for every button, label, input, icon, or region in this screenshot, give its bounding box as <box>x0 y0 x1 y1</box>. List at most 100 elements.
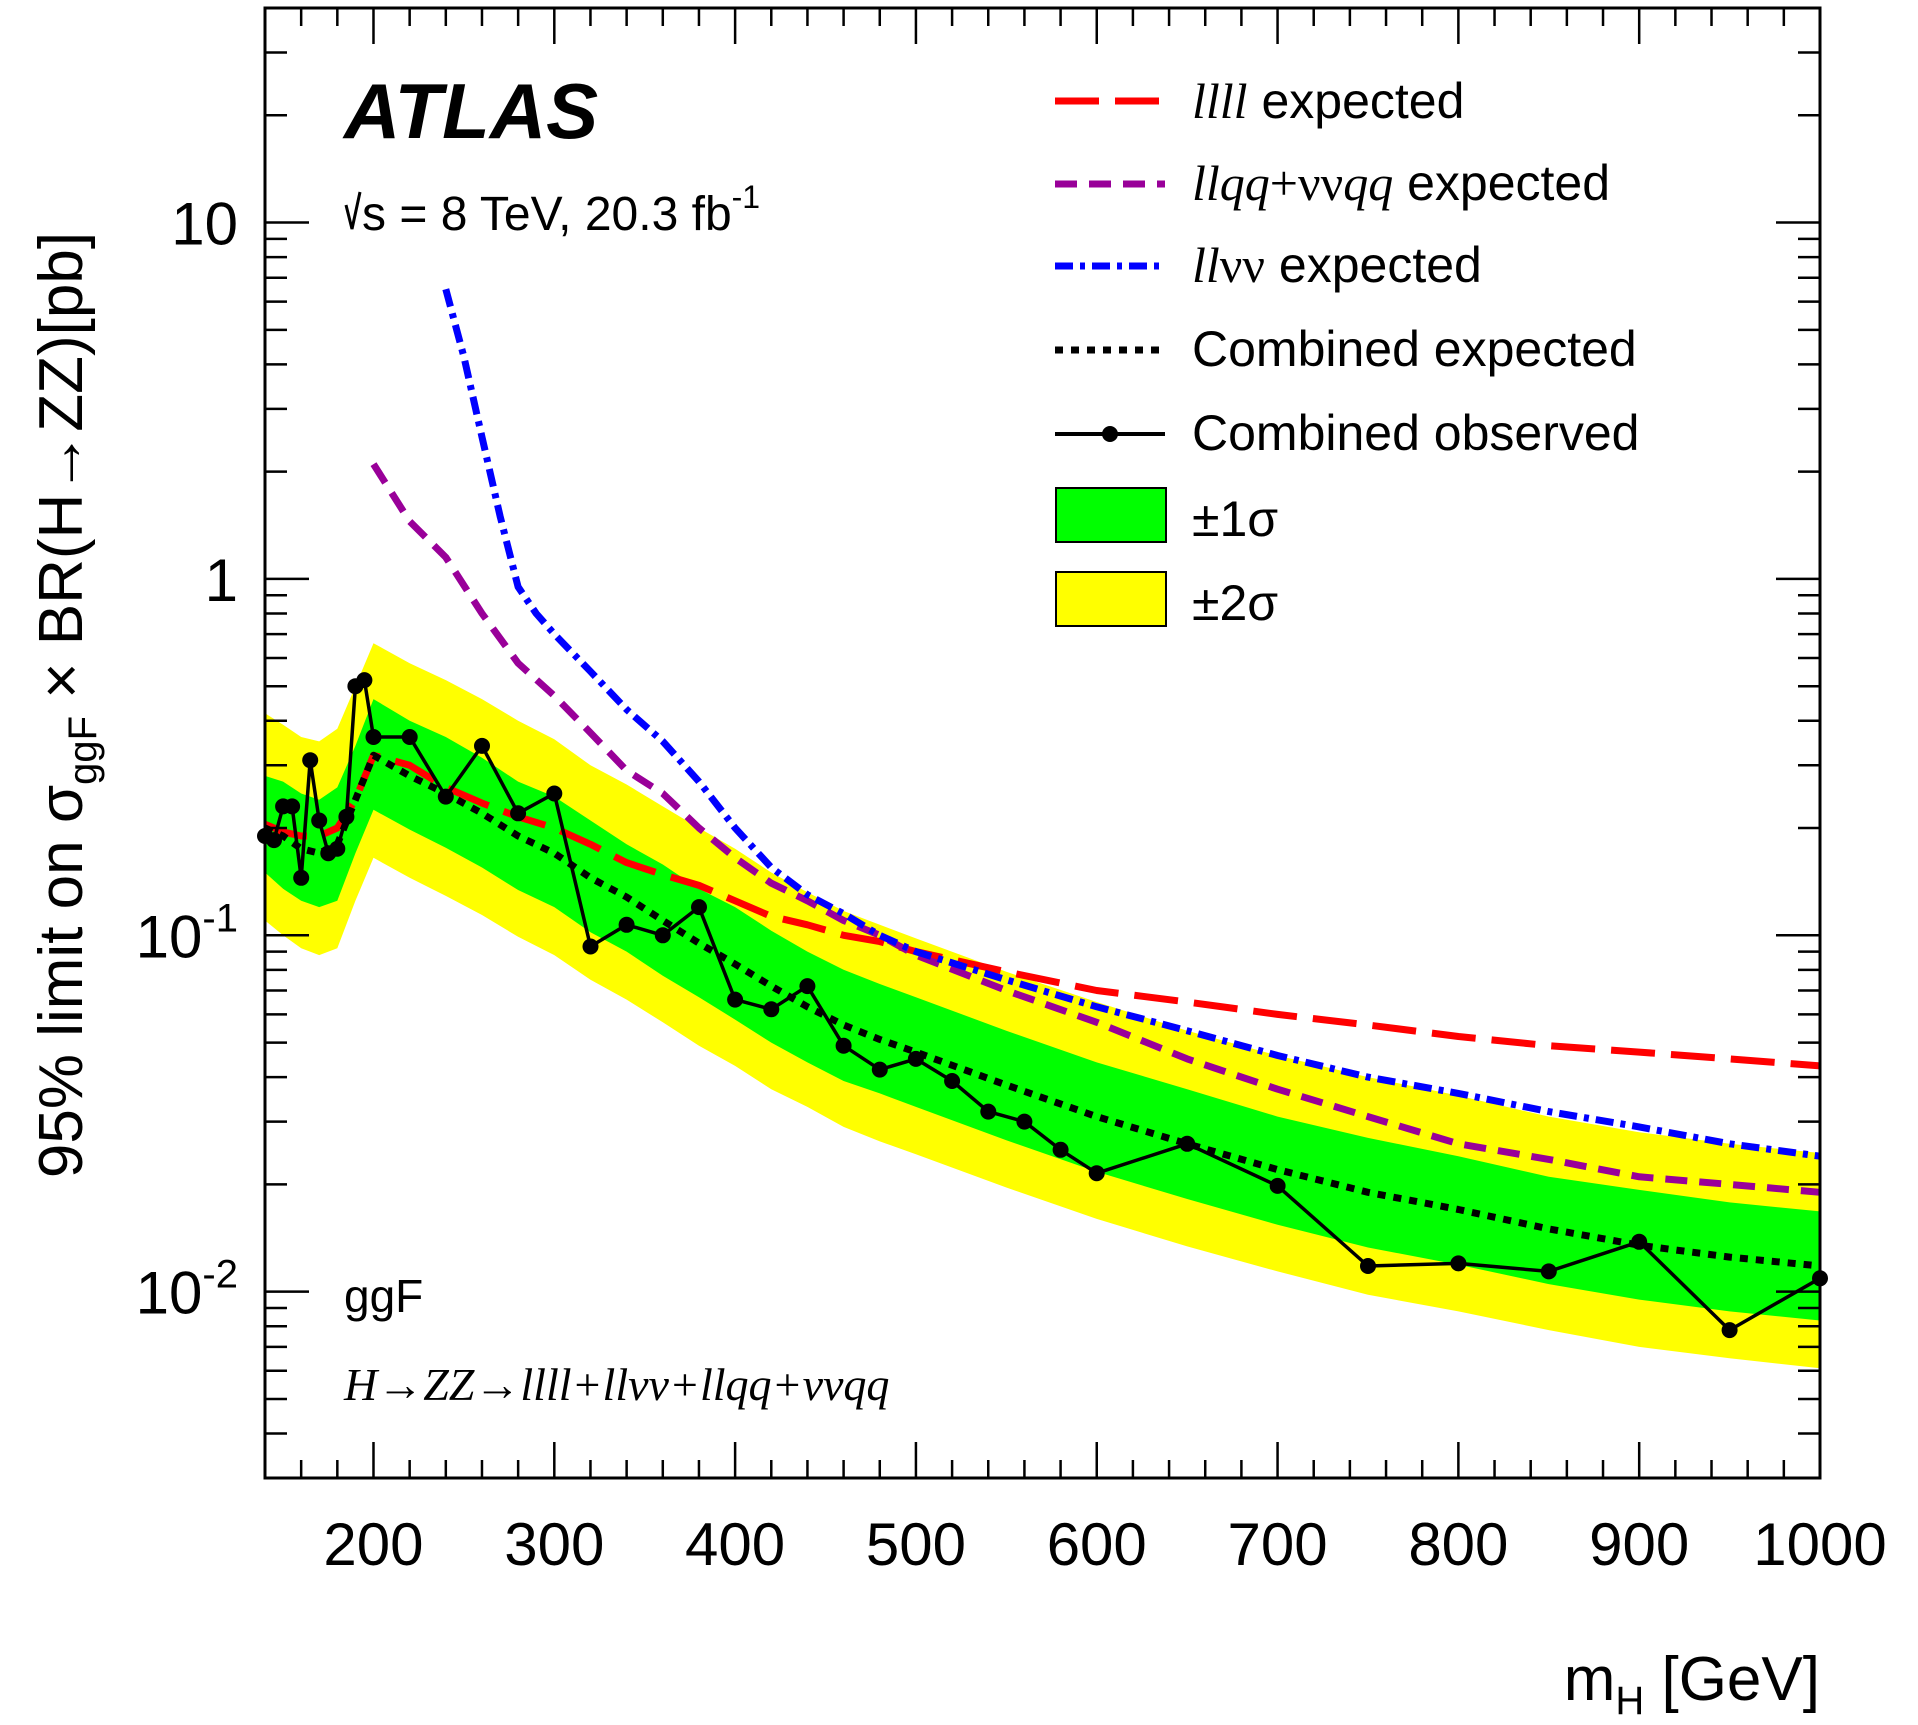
legend-label-band2: ±2σ <box>1192 575 1278 631</box>
series-llqq-expected <box>370 462 1821 1196</box>
observed-point <box>1269 1177 1286 1194</box>
observed-point <box>871 1061 888 1078</box>
x-axis-label-unit: [GeV] <box>1644 1645 1820 1714</box>
channel-label: H→ZZ→llll+llνν+llqq+ννqq <box>343 1359 889 1410</box>
y-axis-label: 95% limit on σggF × BR(H→ZZ)[pb] <box>27 232 105 1178</box>
legend-label-combined-expected: Combined expected <box>1192 321 1637 377</box>
legend-swatch-band1 <box>1055 487 1167 543</box>
observed-point <box>510 805 527 822</box>
x-tick-label: 900 <box>1589 1511 1689 1578</box>
y-tick-label: 10-1 <box>136 896 238 970</box>
observed-point <box>1052 1141 1069 1158</box>
y-tick-label-base: 10 <box>171 191 238 258</box>
series-combined-expected <box>263 751 1821 1270</box>
legend-label-llqq-mid: +νν <box>1270 155 1343 211</box>
observed-point <box>1540 1263 1557 1280</box>
observed-point <box>437 788 454 805</box>
sqrt-symbol <box>344 191 362 230</box>
legend-swatch-observed-marker <box>1102 426 1118 442</box>
sigma-bands <box>265 643 1820 1369</box>
x-tick-label: 600 <box>1047 1511 1147 1578</box>
observed-point <box>329 840 346 857</box>
observed-point <box>835 1037 852 1054</box>
observed-point <box>691 899 707 916</box>
y-tick-label-base: 1 <box>205 547 238 614</box>
observed-point <box>1016 1113 1033 1130</box>
observed-point <box>401 729 418 745</box>
observed-point <box>799 978 816 995</box>
x-tick-label: 400 <box>685 1511 785 1578</box>
y-tick-label-exp: -2 <box>202 1253 238 1297</box>
legend-label-combined-observed: Combined observed <box>1192 405 1640 461</box>
y-tick-label-base: 10 <box>136 1260 203 1327</box>
x-tick-label: 300 <box>504 1511 604 1578</box>
observed-point <box>356 672 373 689</box>
series-llll-expected <box>263 751 1821 1070</box>
legend-label-llqq-it2: qq <box>1343 155 1393 211</box>
observed-point <box>338 808 355 825</box>
legend-label-llvv: llνν expected <box>1192 237 1482 293</box>
observed-point <box>727 991 744 1008</box>
observed-point <box>284 798 301 815</box>
y-axis-label-post: × BR(H→ZZ)[pb] <box>27 232 96 716</box>
observed-point <box>1179 1135 1196 1152</box>
sqrt-s-label: s = 8 TeV, 20.3 fb-1 <box>362 179 760 241</box>
x-tick-label: 1000 <box>1753 1511 1886 1578</box>
sqrt-s-annotation: s = 8 TeV, 20.3 fb-1 <box>344 179 760 241</box>
observed-point <box>1721 1322 1738 1339</box>
legend-label-llll: llll expected <box>1192 73 1464 129</box>
x-tick-label: 200 <box>323 1511 423 1578</box>
observed-point <box>266 832 282 849</box>
observed-point <box>546 785 563 802</box>
observed-point <box>582 938 599 955</box>
observed-point <box>980 1103 997 1120</box>
band-1sigma <box>265 699 1820 1321</box>
sqrt-s-exp: -1 <box>732 179 760 215</box>
legend-label-llvv-mid: νν <box>1220 237 1265 293</box>
expected-curves <box>263 288 1821 1270</box>
y-tick-label: 10-2 <box>136 1253 238 1327</box>
observed-point <box>1088 1165 1105 1182</box>
legend-swatch-band2 <box>1055 571 1167 627</box>
observed-point <box>654 927 671 944</box>
legend-label-llqq-it: llqq <box>1192 155 1270 211</box>
observed-point <box>311 812 328 829</box>
observed-point <box>474 737 490 754</box>
observed-point <box>302 752 319 769</box>
legend-label-llll-it: llll <box>1192 73 1248 129</box>
legend-label-band1: ±1σ <box>1192 491 1278 547</box>
y-tick-label-base: 10 <box>136 903 203 970</box>
observed-point <box>1450 1255 1467 1272</box>
legend: llll expected llqq+ννqq expected llνν ex… <box>1055 73 1640 631</box>
atlas-label: ATLAS <box>342 67 598 155</box>
sqrt-s-text: s = 8 TeV, 20.3 fb <box>362 188 732 241</box>
x-tick-label: 800 <box>1408 1511 1508 1578</box>
plot-frame-rect <box>263 6 1822 1480</box>
x-axis-label-sub: H <box>1615 1679 1644 1723</box>
observed-point <box>293 869 310 886</box>
y-tick-label: 1 <box>205 547 238 614</box>
y-tick-label: 10 <box>171 191 238 258</box>
y-axis-label-sub: ggF <box>61 716 105 785</box>
observed-point <box>944 1073 961 1089</box>
observed-point <box>763 1001 780 1018</box>
legend-label-llvv-rest: expected <box>1265 237 1482 293</box>
legend-label-llqq-rest: expected <box>1393 155 1610 211</box>
observed-point <box>365 729 382 745</box>
axis-ticks <box>263 6 1822 1480</box>
series-llvv-expected <box>442 288 1821 1160</box>
observed-curve <box>257 672 1828 1339</box>
x-axis-label-main: m <box>1564 1645 1616 1714</box>
legend-label-llvv-it: ll <box>1192 237 1220 293</box>
observed-point <box>618 916 635 933</box>
production-label: ggF <box>344 1270 423 1322</box>
legend-label-llll-rest: expected <box>1248 73 1465 129</box>
legend-label-llqq: llqq+ννqq expected <box>1192 155 1610 211</box>
observed-point <box>1631 1233 1648 1250</box>
observed-point <box>907 1050 924 1067</box>
y-tick-label-exp: -1 <box>202 896 238 940</box>
plot-frame <box>263 6 1822 1480</box>
x-axis-label: mH [GeV] <box>1564 1645 1820 1723</box>
x-tick-label: 700 <box>1228 1511 1328 1578</box>
